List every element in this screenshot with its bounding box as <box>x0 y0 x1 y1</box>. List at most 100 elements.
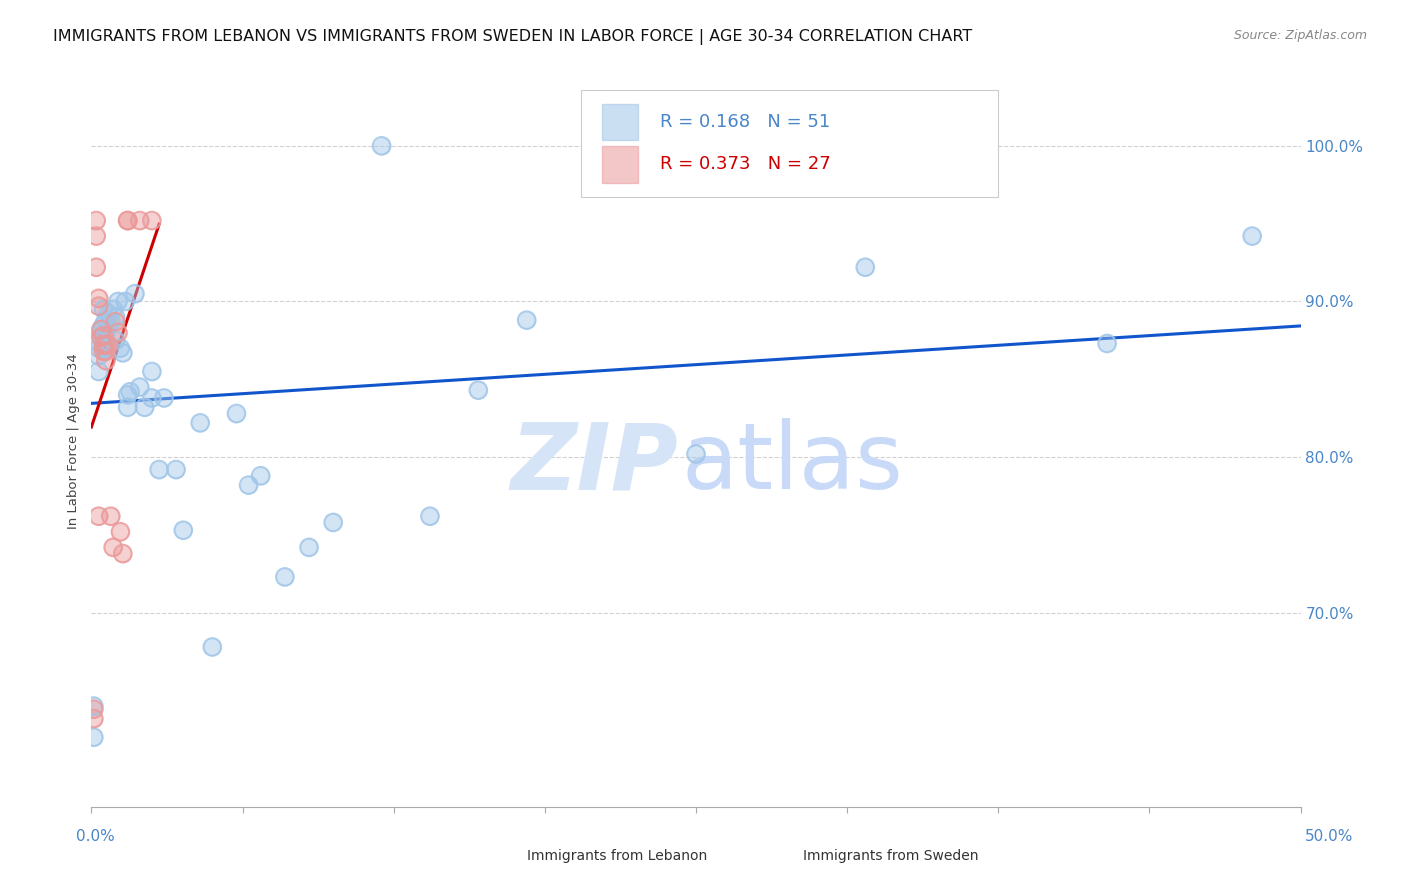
Point <box>467 383 489 397</box>
Point <box>128 380 150 394</box>
Point <box>84 213 107 227</box>
Point <box>141 391 163 405</box>
Point <box>93 328 115 343</box>
Point <box>274 570 297 584</box>
Point <box>110 341 132 355</box>
Point <box>87 341 110 355</box>
Text: R = 0.168   N = 51: R = 0.168 N = 51 <box>659 113 830 131</box>
Text: IMMIGRANTS FROM LEBANON VS IMMIGRANTS FROM SWEDEN IN LABOR FORCE | AGE 30-34 COR: IMMIGRANTS FROM LEBANON VS IMMIGRANTS FR… <box>53 29 973 45</box>
Point <box>94 326 117 340</box>
Point <box>1095 336 1118 351</box>
Point <box>110 524 132 539</box>
Point <box>87 299 110 313</box>
FancyBboxPatch shape <box>581 90 998 196</box>
Point <box>238 478 260 492</box>
Point <box>94 344 117 359</box>
Point <box>110 524 132 539</box>
Point <box>104 315 127 329</box>
Point <box>201 640 224 654</box>
Point <box>84 334 107 348</box>
Point <box>111 346 134 360</box>
Point <box>225 407 247 421</box>
Point <box>83 699 105 714</box>
Point <box>1241 229 1264 244</box>
Point <box>419 509 441 524</box>
Point <box>419 509 441 524</box>
Point <box>84 213 107 227</box>
Point <box>90 330 112 344</box>
Point <box>93 344 115 359</box>
Point <box>128 380 150 394</box>
Point <box>853 260 876 275</box>
Point <box>298 541 321 555</box>
Point <box>90 330 112 344</box>
Point <box>83 712 105 726</box>
Point <box>87 291 110 305</box>
Point <box>93 341 115 355</box>
Point <box>87 364 110 378</box>
Point <box>1095 336 1118 351</box>
Point <box>100 509 122 524</box>
Point <box>370 139 392 153</box>
Text: Source: ZipAtlas.com: Source: ZipAtlas.com <box>1233 29 1367 42</box>
Point <box>93 318 115 332</box>
Text: 50.0%: 50.0% <box>1305 830 1353 844</box>
Point <box>97 307 120 321</box>
Point <box>87 509 110 524</box>
Point <box>124 286 146 301</box>
Point <box>94 338 117 352</box>
Text: 0.0%: 0.0% <box>76 830 115 844</box>
Point <box>94 313 117 327</box>
Point <box>104 310 127 324</box>
Point <box>90 322 112 336</box>
Point <box>93 344 115 359</box>
FancyBboxPatch shape <box>602 146 638 183</box>
Point <box>172 523 194 537</box>
Point <box>104 334 127 348</box>
Point <box>249 468 271 483</box>
Point <box>107 326 129 340</box>
Point <box>467 383 489 397</box>
Text: R = 0.373   N = 27: R = 0.373 N = 27 <box>659 155 831 173</box>
Point <box>90 328 112 343</box>
Point <box>100 509 122 524</box>
Point <box>93 338 115 352</box>
Point <box>84 260 107 275</box>
Point <box>110 341 132 355</box>
Point <box>101 302 124 317</box>
Point <box>111 547 134 561</box>
Point <box>90 322 112 336</box>
Point <box>87 341 110 355</box>
Point <box>120 384 142 399</box>
Point <box>141 364 163 378</box>
Point <box>111 547 134 561</box>
Point <box>87 509 110 524</box>
Point <box>117 213 139 227</box>
Point <box>101 541 124 555</box>
Point <box>97 338 120 352</box>
Point <box>322 516 344 530</box>
Point <box>84 334 107 348</box>
Point <box>87 299 110 313</box>
Point <box>188 416 211 430</box>
Point <box>117 388 139 402</box>
Text: atlas: atlas <box>682 418 903 508</box>
Point <box>128 213 150 227</box>
Point <box>101 541 124 555</box>
Point <box>100 315 122 329</box>
Point <box>94 341 117 355</box>
Point <box>104 315 127 329</box>
Point <box>93 302 115 317</box>
Point <box>83 699 105 714</box>
Point <box>249 468 271 483</box>
Point <box>685 447 707 461</box>
Point <box>84 229 107 244</box>
Point <box>124 286 146 301</box>
Text: ZIP: ZIP <box>510 418 678 508</box>
Point <box>94 353 117 368</box>
Point <box>87 364 110 378</box>
FancyBboxPatch shape <box>602 103 638 140</box>
Point <box>516 313 538 327</box>
Point <box>93 302 115 317</box>
Point <box>83 712 105 726</box>
